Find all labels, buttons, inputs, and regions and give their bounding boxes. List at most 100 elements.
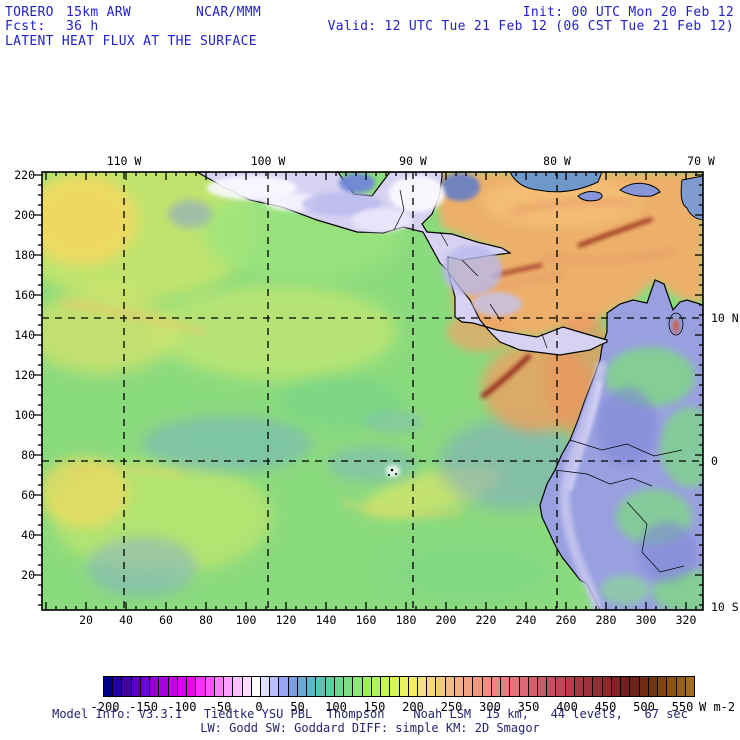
y-axis-tick-label: 20	[21, 568, 35, 582]
colorbar-cell	[270, 677, 280, 696]
jamaica	[577, 191, 603, 202]
colorbar-tick-label: -150	[129, 700, 158, 714]
colorbar-cell	[584, 677, 594, 696]
colorbar	[103, 676, 695, 697]
y-axis-tick-label: 60	[21, 488, 35, 502]
x-axis-tick-label: 260	[556, 613, 577, 627]
longitude-label: 70 W	[687, 154, 715, 168]
colorbar-cell	[131, 677, 141, 696]
x-axis-tick-label: 320	[676, 613, 697, 627]
colorbar-cell	[205, 677, 215, 696]
colorbar-cell	[177, 677, 188, 696]
colorbar-cell	[242, 677, 252, 696]
y-axis-tick-label: 120	[14, 368, 35, 382]
colorbar-cell	[344, 677, 354, 696]
colorbar-tick-label: 350	[517, 700, 540, 714]
colorbar-cell	[408, 677, 418, 696]
colorbar-cell	[676, 677, 686, 696]
colorbar-tick-label: 100	[325, 700, 347, 714]
colorbar-cell	[140, 677, 151, 696]
colorbar-cell	[667, 677, 677, 696]
colorbar-cell	[399, 677, 409, 696]
longitude-label: 110 W	[107, 154, 142, 168]
colorbar-cell	[417, 677, 428, 696]
y-axis-tick-label: 80	[21, 448, 35, 462]
bay-of-campeche	[339, 173, 375, 193]
x-axis-tick-label: 100	[236, 613, 257, 627]
colorbar-cell	[639, 677, 649, 696]
colorbar-cell	[538, 677, 548, 696]
colorbar-cell	[260, 677, 271, 696]
x-axis-tick-label: 200	[436, 613, 457, 627]
colorbar-cell	[427, 677, 437, 696]
colorbar-cell	[297, 677, 308, 696]
colorbar-cell	[390, 677, 400, 696]
y-axis-tick-label: 200	[14, 208, 35, 222]
colorbar-cell	[445, 677, 455, 696]
x-axis-tick-label: 20	[79, 613, 93, 627]
colorbar-cell	[519, 677, 529, 696]
colorbar-cell	[685, 677, 694, 696]
latent-heat-flux-map: 20 40 60 80 100 120 140 160 180 200 220 240 260 280 30…	[14, 154, 739, 627]
country-borders-ca	[393, 189, 548, 349]
model-org: NCAR/MMM	[196, 5, 262, 20]
y-axis-tick-label: 40	[21, 528, 35, 542]
colorbar-cell	[279, 677, 289, 696]
colorbar-cell	[574, 677, 585, 696]
latitude-label: 10 S	[711, 600, 739, 614]
fcst-hour: 36 h	[66, 19, 99, 34]
cuba	[509, 172, 603, 193]
colorbar-cell	[104, 677, 114, 696]
colorbar-cell	[381, 677, 391, 696]
colorbar-unit-label: W m-2	[699, 700, 736, 714]
x-axis-tick-label: 280	[596, 613, 617, 627]
colorbar-cell	[325, 677, 335, 696]
colorbar-cell	[510, 677, 520, 696]
colorbar-tick-label: 400	[556, 700, 578, 714]
colorbar-tick-label: -200	[90, 700, 120, 714]
colorbar-cell	[196, 677, 206, 696]
init-time: Init: 00 UTC Mon 20 Feb 12	[522, 5, 734, 20]
right-edge-land	[680, 175, 703, 221]
colorbar-cell	[648, 677, 659, 696]
andes-strip	[559, 361, 607, 610]
colorbar-tick-label: -50	[209, 700, 232, 714]
latitude-label: 0	[711, 454, 718, 468]
colorbar-cell	[547, 677, 557, 696]
colorbar-cell	[593, 677, 603, 696]
colorbar-cell	[150, 677, 160, 696]
y-axis-tick-label: 180	[14, 248, 35, 262]
country-borders-sa	[554, 439, 685, 573]
colorbar-cell	[187, 677, 197, 696]
colorbar-tick-label: 150	[363, 700, 386, 714]
colorbar-cell	[501, 677, 511, 696]
colorbar-cell	[307, 677, 317, 696]
flux-streak-caribbean	[577, 217, 653, 248]
colorbar-cell	[464, 677, 474, 696]
x-axis-tick-label: 160	[356, 613, 377, 627]
x-axis-tick-label: 140	[316, 613, 337, 627]
map-frame	[41, 171, 704, 611]
colorbar-cell	[224, 677, 234, 696]
colorbar-cell	[621, 677, 631, 696]
plot-title: LATENT HEAT FLUX AT THE SURFACE	[5, 34, 257, 49]
colorbar-tick-label: 500	[633, 700, 655, 714]
x-axis-tick-label: 220	[476, 613, 497, 627]
colorbar-tick-label: -100	[167, 700, 197, 714]
colorbar-cell	[565, 677, 575, 696]
flux-field	[42, 172, 703, 610]
colorbar-cell	[316, 677, 326, 696]
colorbar-cell	[482, 677, 492, 696]
colorbar-tick-label: 450	[594, 700, 617, 714]
x-axis-tick-label: 300	[636, 613, 657, 627]
y-axis-tick-label: 160	[14, 288, 35, 302]
south-america	[539, 279, 703, 610]
colorbar-cell	[214, 677, 225, 696]
model-info-line1: Model Info: V3.3.1 Tiedtke YSU PBL Thomp…	[52, 707, 688, 721]
colorbar-cell	[362, 677, 372, 696]
x-axis-tick-label: 40	[119, 613, 133, 627]
longitude-label: 90 W	[399, 154, 427, 168]
galapagos-islands	[386, 465, 400, 477]
pacific-shading	[42, 172, 584, 602]
